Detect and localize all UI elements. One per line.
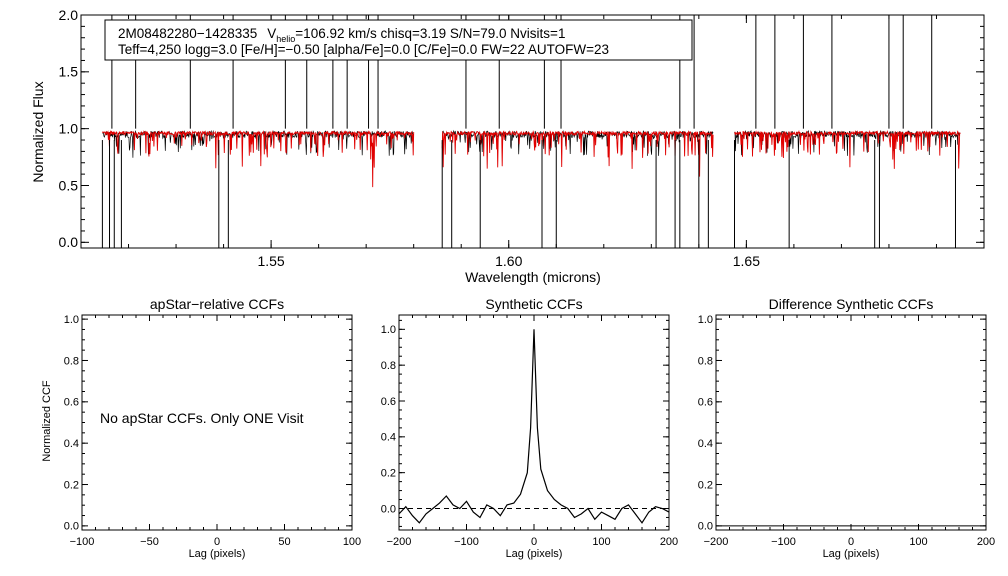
synthetic-ccf-ytick-label-2: 0.4 xyxy=(381,432,396,444)
spectrum-ytick-label-2: 1.0 xyxy=(59,121,79,137)
difference-ccf-ytick-label-3: 0.6 xyxy=(698,397,713,409)
difference-ccf-ticks: −200 −100 0 100 200 0.0 0.2 0.4 0.6 0.8 1.0 xyxy=(698,314,995,548)
difference-ccf-frame xyxy=(715,314,987,531)
apstar-ccf-ytick-label-0: 0.0 xyxy=(64,521,79,533)
difference-ccf-xlabel: Lag (pixels) xyxy=(823,548,880,560)
synthetic-ccf-ytick-label-3: 0.6 xyxy=(381,396,396,408)
difference-ccf-ytick-label-5: 1.0 xyxy=(698,314,713,326)
difference-ccf-title: Difference Synthetic CCFs xyxy=(769,296,934,312)
apstar-ccf-ytick-label-3: 0.6 xyxy=(64,397,79,409)
spectrum-ticks: 1.55 1.60 1.65 0.0 0.5 1.0 1.5 2.0 xyxy=(59,7,985,269)
spectrum-ytick-label-3: 1.5 xyxy=(59,64,79,80)
synthetic-ccf-ytick-label-0: 0.0 xyxy=(381,503,396,515)
synthetic-ccf-xtick-label-2: 0 xyxy=(531,536,537,548)
apstar-ccf-ytick-label-5: 1.0 xyxy=(64,314,79,326)
spectrum-plot-frame xyxy=(80,14,985,249)
difference-ccf-xtick-label-0: −200 xyxy=(704,536,729,548)
spectrum-xtick-label-2: 1.65 xyxy=(733,253,760,269)
synthetic-ccf-xtick-label-3: 100 xyxy=(592,536,610,548)
apstar-ccf-panel: apStar−relative CCFs −100 −50 0 50 100 0.0 0.2… xyxy=(41,296,361,560)
apstar-ccf-xtick-label-2: 0 xyxy=(214,536,220,548)
spectrum-xtick-label-0: 1.55 xyxy=(257,253,284,269)
synthetic-ccf-ytick-label-4: 0.8 xyxy=(381,360,396,372)
synthetic-ccf-xtick-label-4: 200 xyxy=(660,536,678,548)
synthetic-ccf-xtick-label-1: −100 xyxy=(454,536,479,548)
apstar-ccf-xlabel: Lag (pixels) xyxy=(189,548,246,560)
spectrum-ytick-label-1: 0.5 xyxy=(59,177,79,193)
spectrum-xtick-label-1: 1.60 xyxy=(495,253,522,269)
apstar-ccf-xtick-label-0: −100 xyxy=(70,536,95,548)
difference-ccf-ytick-label-4: 0.8 xyxy=(698,355,713,367)
spectrum-ytick-label-0: 0.0 xyxy=(59,234,79,250)
vhelio-subscript: helio xyxy=(276,34,295,44)
synthetic-ccf-frame xyxy=(398,314,670,531)
no-ccf-message: No apStar CCFs. Only ONE Visit xyxy=(100,410,304,426)
synthetic-spectrum-chip-2 xyxy=(734,129,961,169)
difference-ccf-ytick-label-0: 0.0 xyxy=(698,521,713,533)
difference-ccf-xtick-label-3: 100 xyxy=(909,536,927,548)
spectrum-ylabel: Normalized Flux xyxy=(30,81,46,182)
synthetic-ccf-ticks: −200 −100 0 100 200 0.0 0.2 0.4 0.6 0.8 1.0 xyxy=(381,315,678,548)
synthetic-spectrum-chip-0 xyxy=(102,130,415,188)
synthetic-ccf-ytick-label-5: 1.0 xyxy=(381,324,396,336)
synthetic-ccf-lines xyxy=(399,329,669,524)
info-line-2: Teff=4,250 logg=3.0 [Fe/H]=−0.50 [alpha/… xyxy=(118,42,609,57)
apstar-ccf-ylabel: Normalized CCF xyxy=(41,380,53,462)
synthetic-ccf-title: Synthetic CCFs xyxy=(485,296,582,312)
apstar-ccf-xtick-label-4: 100 xyxy=(343,536,361,548)
difference-ccf-xtick-label-1: −100 xyxy=(771,536,796,548)
synthetic-ccf-xtick-label-0: −200 xyxy=(387,536,412,548)
synthetic-spectrum-chip-1 xyxy=(441,130,714,177)
fit-summary: =106.92 km/s chisq=3.19 S/N=79.0 Nvisits… xyxy=(295,26,565,41)
apstar-ccf-ytick-label-4: 0.8 xyxy=(64,355,79,367)
apstar-ccf-xtick-label-3: 50 xyxy=(278,536,290,548)
spectrum-xlabel: Wavelength (microns) xyxy=(465,269,601,285)
star-id: 2M08482280−1428335 xyxy=(118,26,257,41)
synthetic-ccf-panel: Synthetic CCFs −200 −100 0 100 200 0.0 0.2 0.4 0… xyxy=(381,296,678,560)
apstar-ccf-ytick-label-2: 0.4 xyxy=(64,438,79,450)
difference-ccf-xtick-label-4: 200 xyxy=(977,536,995,548)
difference-ccf-ytick-label-2: 0.4 xyxy=(698,438,713,450)
synthetic-ccf-xlabel: Lag (pixels) xyxy=(506,548,563,560)
synthetic-ccf-curve xyxy=(399,329,669,524)
apstar-ccf-title: apStar−relative CCFs xyxy=(150,296,284,312)
difference-ccf-panel: Difference Synthetic CCFs −200 −100 0 100 20… xyxy=(698,296,995,560)
apstar-ccf-ticks: −100 −50 0 50 100 0.0 0.2 0.4 0.6 0.8 1.0 xyxy=(64,314,361,548)
apstar-ccf-xtick-label-1: −50 xyxy=(140,536,159,548)
difference-ccf-xtick-label-2: 0 xyxy=(848,536,854,548)
vhelio-symbol: V xyxy=(267,26,276,41)
info-box xyxy=(104,19,693,61)
spectrum-ytick-label-4: 2.0 xyxy=(59,7,79,23)
apstar-ccf-ytick-label-1: 0.2 xyxy=(64,479,79,491)
spectrum-panel: 1.55 1.60 1.65 0.0 0.5 1.0 1.5 2.0 2M08482280−1… xyxy=(30,7,985,285)
info-line-1: 2M08482280−1428335 Vhelio=106.92 km/s chi… xyxy=(118,26,565,44)
difference-ccf-ytick-label-1: 0.2 xyxy=(698,479,713,491)
synthetic-ccf-ytick-label-1: 0.2 xyxy=(381,468,396,480)
